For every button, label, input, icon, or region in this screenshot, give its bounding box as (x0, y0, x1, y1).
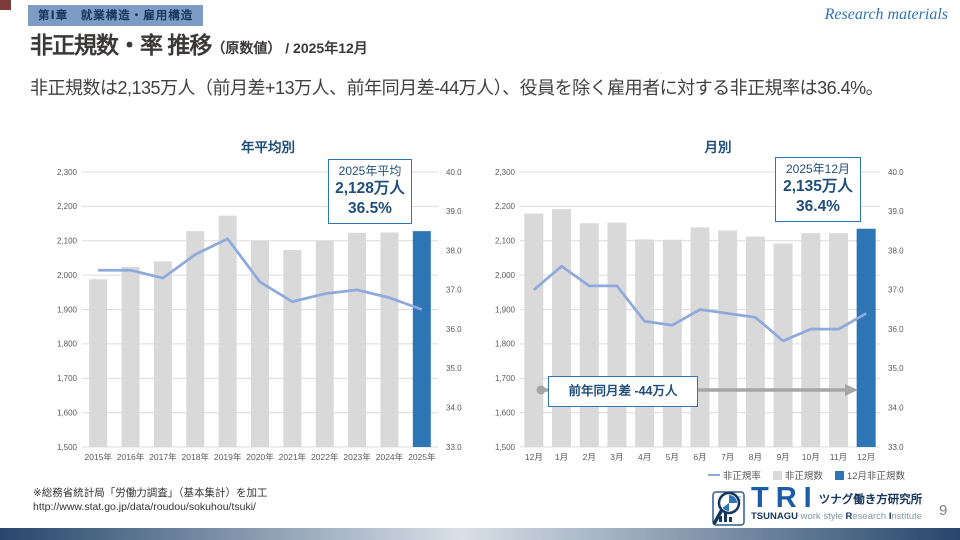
svg-text:1,700: 1,700 (495, 374, 516, 383)
svg-text:2022年: 2022年 (311, 452, 339, 462)
legend-label: 12月非正規数 (846, 471, 905, 482)
svg-text:33.0: 33.0 (888, 443, 904, 452)
tsunagu-logo: TRI ツナグ働き方研究所 TSUNAGU work style Researc… (710, 482, 923, 528)
lead-text: 非正規数は2,135万人（前月差+13万人、前年同月差-44万人）、役員を除く雇… (30, 78, 884, 98)
svg-text:37.0: 37.0 (888, 286, 904, 295)
legend-item-count: 非正規数 (772, 468, 823, 482)
bottom-bar (0, 528, 960, 540)
watermark-text: Research materials (824, 6, 948, 23)
title-sub: （原数値） (211, 40, 282, 56)
legend-item-dec: 12月非正規数 (834, 468, 905, 482)
svg-text:38.0: 38.0 (446, 246, 462, 255)
svg-text:2,000: 2,000 (495, 271, 516, 280)
chart-legend: 非正規率 非正規数 12月非正規数 (707, 468, 905, 482)
line-marker-icon (707, 473, 720, 477)
svg-text:36.0: 36.0 (446, 325, 462, 334)
gray-square-icon (772, 470, 782, 480)
monthly-callout: 2025年12月 2,135万人 36.4% (775, 157, 861, 222)
annual-chart: 年平均別 1,500 1,600 1,700 1,800 1,900 2,000 2,100 2… (57, 139, 462, 462)
annual-callout-rate: 36.5% (348, 200, 392, 217)
source-line2: http://www.stat.go.jp/data/roudou/sokuho… (33, 500, 256, 513)
source-note: ※総務省統計局「労働力調査」（基本集計）を加工 http://www.stat.… (33, 487, 268, 514)
svg-text:6月: 6月 (693, 452, 706, 462)
legend-label: 非正規数 (784, 471, 823, 482)
monthly-callout-rate: 36.4% (796, 198, 840, 215)
svg-text:10月: 10月 (802, 452, 820, 462)
annual-callout-value: 2,128万人 (335, 180, 405, 197)
monthly-callout-label: 2025年12月 (785, 162, 851, 176)
svg-text:35.0: 35.0 (446, 364, 462, 373)
svg-text:2,100: 2,100 (495, 237, 516, 246)
svg-text:1,900: 1,900 (57, 305, 78, 314)
svg-text:2017年: 2017年 (149, 452, 177, 462)
svg-text:年平均別: 年平均別 (241, 139, 295, 155)
svg-text:7月: 7月 (721, 452, 734, 462)
svg-text:2015年: 2015年 (84, 452, 112, 462)
svg-text:2020年: 2020年 (246, 452, 274, 462)
logo-icon (712, 491, 745, 526)
svg-text:9月: 9月 (776, 452, 789, 462)
svg-text:1,600: 1,600 (57, 408, 78, 417)
svg-text:2021年: 2021年 (279, 452, 307, 462)
svg-text:2,100: 2,100 (57, 237, 78, 246)
svg-text:2019年: 2019年 (214, 452, 242, 462)
svg-text:2024年: 2024年 (376, 452, 404, 462)
svg-text:11月: 11月 (830, 452, 847, 462)
svg-text:月別: 月別 (704, 140, 732, 155)
svg-text:2,300: 2,300 (57, 168, 78, 177)
source-line1: ※総務省統計局「労働力調査」（基本集計）を加工 (33, 487, 268, 499)
svg-text:38.0: 38.0 (888, 246, 904, 255)
corner-accent (0, 0, 11, 10)
svg-text:2,300: 2,300 (495, 168, 516, 177)
svg-text:8月: 8月 (749, 452, 762, 462)
svg-text:2025年: 2025年 (408, 452, 436, 462)
svg-text:2016年: 2016年 (117, 452, 145, 462)
blue-square-icon (834, 470, 844, 480)
svg-text:40.0: 40.0 (446, 168, 462, 177)
svg-text:2018年: 2018年 (182, 452, 210, 462)
svg-text:4月: 4月 (638, 452, 651, 462)
page-title: 非正規数・率 推移（原数値） / 2025年12月 (30, 26, 368, 60)
annual-callout-label: 2025年平均 (338, 164, 402, 178)
svg-text:1,900: 1,900 (495, 305, 516, 314)
annual-callout: 2025年平均 2,128万人 36.5% (328, 159, 412, 224)
svg-text:1,800: 1,800 (57, 340, 78, 349)
svg-text:39.0: 39.0 (888, 207, 904, 216)
logo-en-text: TSUNAGU work style Research Institute (751, 511, 923, 522)
svg-text:2023年: 2023年 (343, 452, 371, 462)
legend-item-rate: 非正規率 (707, 468, 761, 482)
svg-text:36.0: 36.0 (888, 325, 904, 334)
svg-text:2,200: 2,200 (57, 202, 78, 211)
svg-text:33.0: 33.0 (446, 443, 462, 452)
svg-text:1,700: 1,700 (57, 374, 78, 383)
page-number: 9 (939, 502, 948, 519)
title-date: / 2025年12月 (281, 40, 368, 56)
svg-text:34.0: 34.0 (446, 404, 462, 413)
chapter-badge: 第Ⅰ章 就業構造・雇用構造 (28, 5, 204, 26)
svg-text:1月: 1月 (555, 452, 568, 462)
logo-tri-text: TRI (751, 482, 819, 514)
svg-text:1,800: 1,800 (495, 340, 516, 349)
svg-text:1,600: 1,600 (495, 408, 516, 417)
svg-text:1,500: 1,500 (495, 443, 516, 452)
svg-text:2,200: 2,200 (495, 202, 516, 211)
svg-text:34.0: 34.0 (888, 404, 904, 413)
svg-text:12月: 12月 (525, 452, 543, 462)
svg-text:3月: 3月 (610, 452, 623, 462)
svg-text:5月: 5月 (666, 452, 679, 462)
svg-text:40.0: 40.0 (888, 168, 904, 177)
svg-text:39.0: 39.0 (446, 207, 462, 216)
svg-text:2月: 2月 (583, 452, 596, 462)
svg-text:2,000: 2,000 (57, 271, 78, 280)
svg-text:1,500: 1,500 (57, 443, 78, 452)
svg-text:12月: 12月 (857, 452, 875, 462)
monthly-callout-value: 2,135万人 (783, 178, 853, 195)
svg-text:35.0: 35.0 (888, 364, 904, 373)
yoy-diff-label: 前年同月差 -44万人 (548, 376, 698, 407)
logo-jp-text: ツナグ働き方研究所 (818, 494, 923, 506)
svg-text:37.0: 37.0 (446, 286, 462, 295)
title-main: 非正規数・率 推移 (30, 32, 212, 58)
legend-label: 非正規率 (722, 471, 761, 482)
